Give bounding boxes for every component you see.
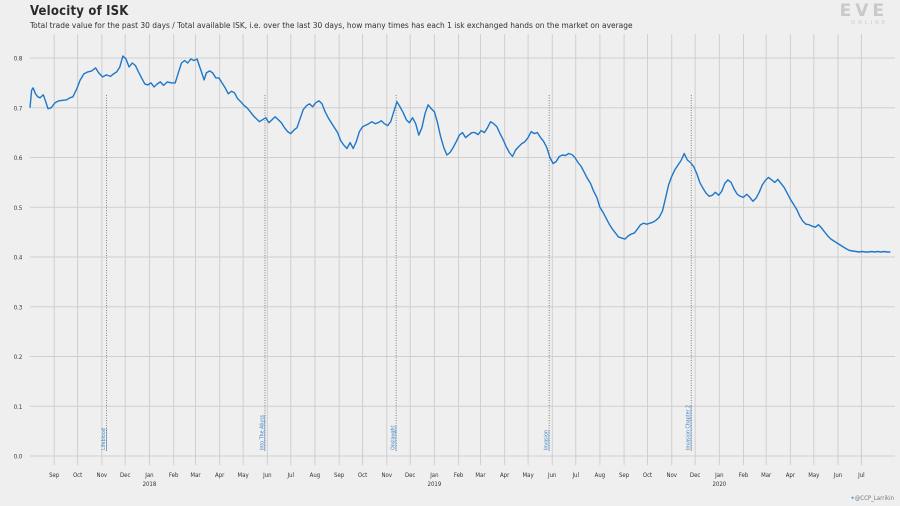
x-tick-label: Apr xyxy=(500,472,510,479)
logo-main-text: EVE xyxy=(839,1,888,21)
chart-title: Velocity of ISK xyxy=(30,4,129,19)
x-tick-label: Dec xyxy=(690,472,700,479)
x-tick-label: Sep xyxy=(334,472,345,479)
x-year-label: 2019 xyxy=(428,481,442,488)
y-tick-label: 0.5 xyxy=(14,205,23,212)
x-tick-label: Oct xyxy=(643,472,652,479)
y-tick-label: 0.6 xyxy=(14,155,23,162)
release-marker-label: Onslaught xyxy=(391,425,397,450)
x-tick-label: Jun xyxy=(262,472,271,479)
x-tick-label: Feb xyxy=(169,472,179,479)
x-tick-label: Nov xyxy=(97,472,108,479)
release-marker-label: Lifeblood xyxy=(101,428,107,450)
x-tick-label: Oct xyxy=(73,472,82,479)
x-tick-label: Oct xyxy=(358,472,367,479)
x-tick-label: Jul xyxy=(857,472,865,479)
release-marker-label: Invasion xyxy=(544,430,550,450)
release-marker-label: Invasion Chapter 2 xyxy=(686,405,692,450)
x-tick-label: Nov xyxy=(382,472,393,479)
y-tick-label: 0.7 xyxy=(14,105,23,112)
x-tick-label: Dec xyxy=(405,472,415,479)
x-tick-label: Apr xyxy=(215,472,225,479)
x-tick-label: Jul xyxy=(286,472,294,479)
y-tick-label: 0.8 xyxy=(14,56,23,63)
x-tick-label: Jul xyxy=(571,472,579,479)
eve-online-logo: EVE ONLINE xyxy=(839,1,888,27)
x-tick-label: Mar xyxy=(761,472,772,479)
x-tick-label: Aug xyxy=(310,472,321,479)
velocity-series-line xyxy=(29,55,891,253)
release-marker-label: Into The Abyss xyxy=(259,414,265,450)
x-tick-label: Feb xyxy=(739,472,749,479)
x-tick-label: Aug xyxy=(595,472,606,479)
logo-sub-text: ONLINE xyxy=(851,20,888,26)
x-tick-label: Jun xyxy=(547,472,556,479)
twitter-icon: ✦ xyxy=(850,495,855,502)
y-tick-label: 0.2 xyxy=(14,354,23,361)
x-tick-label: Jan xyxy=(429,472,438,479)
author-credit: ✦@CCP_Larrikin xyxy=(850,495,894,502)
y-tick-label: 0.3 xyxy=(14,304,23,311)
x-tick-label: Sep xyxy=(619,472,630,479)
x-tick-label: Apr xyxy=(786,472,796,479)
x-tick-label: Sep xyxy=(49,472,60,479)
author-handle: @CCP_Larrikin xyxy=(854,495,894,502)
x-year-label: 2020 xyxy=(712,481,726,488)
chart-subtitle: Total trade value for the past 30 days /… xyxy=(30,20,633,30)
x-tick-label: Nov xyxy=(666,472,677,479)
y-tick-label: 0.0 xyxy=(14,454,23,461)
x-tick-label: Feb xyxy=(454,472,464,479)
x-tick-label: Jan xyxy=(144,472,153,479)
x-tick-label: Mar xyxy=(190,472,201,479)
x-tick-label: May xyxy=(808,472,820,479)
x-tick-label: Jun xyxy=(833,472,842,479)
x-tick-label: Mar xyxy=(475,472,486,479)
y-tick-label: 0.4 xyxy=(14,255,23,262)
x-tick-label: May xyxy=(238,472,250,479)
x-tick-label: Dec xyxy=(120,472,130,479)
x-tick-label: Jan xyxy=(714,472,723,479)
x-tick-label: May xyxy=(522,472,534,479)
x-year-label: 2018 xyxy=(143,481,157,488)
y-tick-label: 0.1 xyxy=(14,404,23,411)
